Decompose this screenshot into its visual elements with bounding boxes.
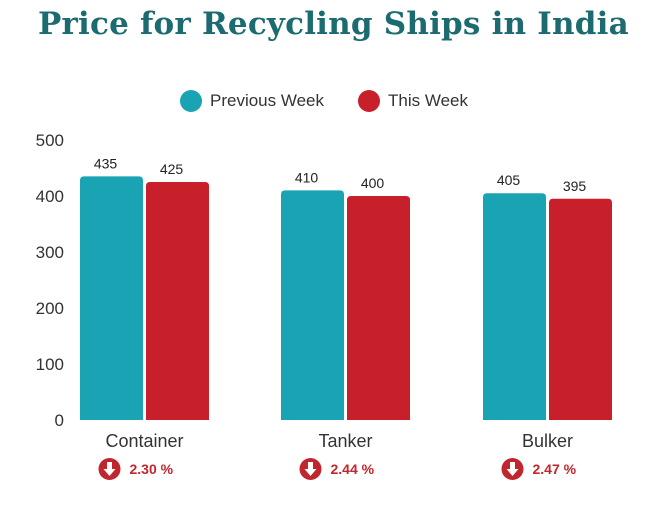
chart-title: Price for Recycling Ships in India [38,6,629,42]
legend-swatch-this-week [358,90,381,112]
legend-label-previous-week: Previous Week [210,91,325,110]
value-label: 435 [94,155,118,171]
bar-tanker-this-week[interactable] [347,196,410,420]
category-labels: Container Tanker Bulker [105,431,573,451]
value-label: 410 [295,169,319,185]
y-tick-label: 200 [36,299,64,318]
legend-label-this-week: This Week [388,91,469,110]
change-indicators: 2.30 % 2.44 % 2.47 % [98,458,577,480]
value-labels: 435 425 410 400 405 395 [94,155,587,193]
down-arrow-icon [98,458,121,480]
value-label: 395 [563,178,587,194]
legend: Previous Week This Week [180,90,468,112]
y-tick-label: 0 [55,411,64,430]
legend-swatch-previous-week [180,90,202,112]
y-tick-label: 300 [36,243,64,262]
y-tick-label: 100 [36,355,64,374]
value-label: 425 [160,161,184,177]
change-percentage: 2.44 % [331,461,375,477]
bar-bulker-this-week[interactable] [549,198,612,420]
category-label-tanker: Tanker [318,431,372,451]
y-tick-label: 400 [36,187,64,206]
category-label-bulker: Bulker [522,431,573,451]
bar-container-this-week[interactable] [146,182,209,420]
down-arrow-icon [299,458,322,480]
legend-item-previous-week[interactable]: Previous Week [180,90,324,112]
bar-container-previous-week[interactable] [80,176,143,420]
category-label-container: Container [105,431,183,451]
change-percentage: 2.30 % [130,461,174,477]
y-axis: 0 100 200 300 400 500 [36,131,64,430]
bars [80,176,612,420]
change-percentage: 2.47 % [533,461,577,477]
bar-tanker-previous-week[interactable] [281,190,344,420]
down-arrow-icon [501,458,524,480]
value-label: 400 [361,175,385,191]
bar-bulker-previous-week[interactable] [483,193,546,420]
y-tick-label: 500 [36,131,64,150]
legend-item-this-week[interactable]: This Week [358,90,468,112]
value-label: 405 [497,172,521,188]
